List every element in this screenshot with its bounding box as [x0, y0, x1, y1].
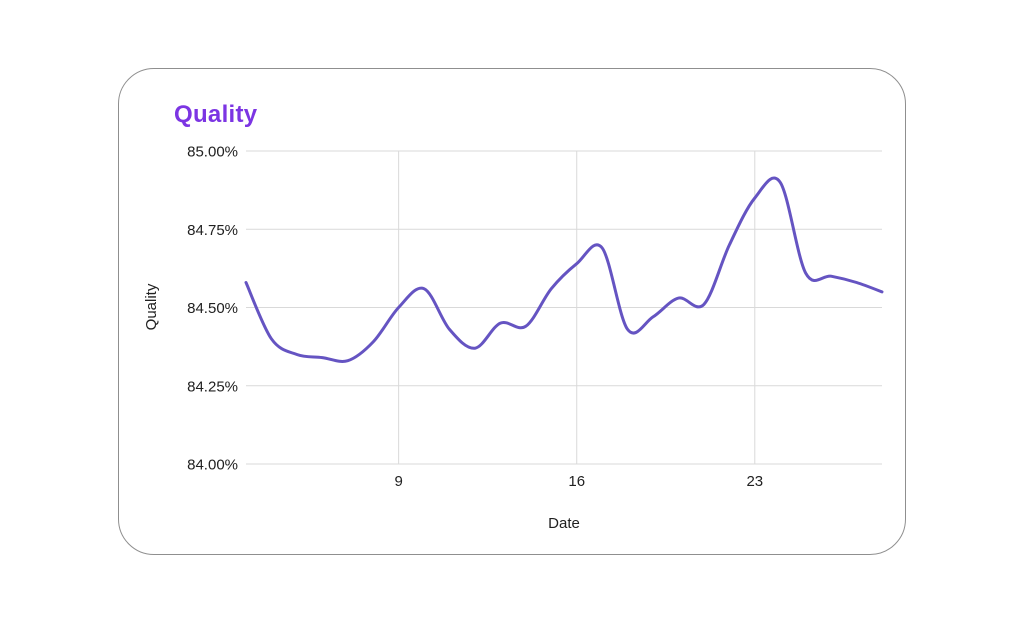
tick-labels: 85.00% 84.75% 84.50% 84.25% 84.00% 9 16 23: [187, 144, 763, 491]
series-line-quality[interactable]: [244, 176, 884, 363]
quality-metric-card: Quality 85.00% 84.75% 84.50% 84.25% 84.00% 9 1…: [118, 68, 906, 555]
x-axis-title: Date: [548, 515, 580, 532]
quality-line-chart[interactable]: 85.00% 84.75% 84.50% 84.25% 84.00% 9 16 23 Qual…: [119, 69, 907, 556]
y-tick-label: 85.00%: [187, 144, 238, 161]
y-tick-label: 84.00%: [187, 457, 238, 474]
y-tick-label: 84.25%: [187, 378, 238, 395]
y-axis-title: Quality: [143, 283, 160, 330]
y-tick-label: 84.50%: [187, 300, 238, 317]
x-tick-label: 16: [568, 473, 585, 490]
y-tick-label: 84.75%: [187, 222, 238, 239]
chart-title: Quality: [174, 101, 258, 128]
x-tick-label: 23: [746, 473, 763, 490]
x-tick-label: 9: [394, 473, 402, 490]
gridlines: [246, 150, 882, 465]
